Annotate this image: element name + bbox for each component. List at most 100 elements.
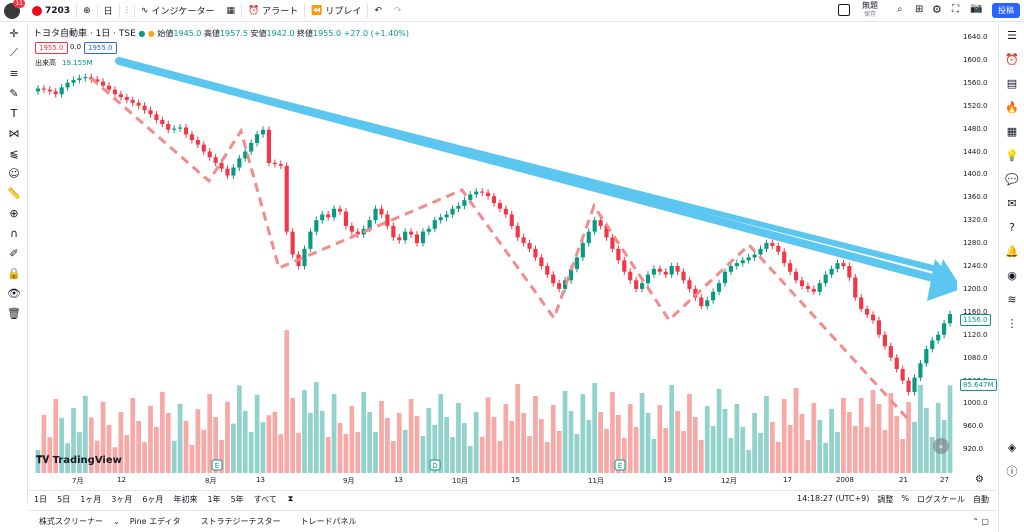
brush-icon[interactable]: ✎ — [9, 86, 19, 100]
volume-bar — [65, 443, 70, 473]
candle-body — [391, 225, 396, 238]
volume-bar — [319, 411, 325, 473]
redo-button[interactable]: ↷ — [388, 0, 408, 22]
event-marker-label: E — [618, 462, 622, 470]
post-button[interactable]: 投稿 — [992, 3, 1020, 18]
avatar[interactable]: 11 — [4, 0, 25, 19]
range-7[interactable]: 5年 — [230, 494, 244, 504]
y-tick: 1360.0 — [963, 193, 988, 202]
alerts-icon[interactable]: ⏰ — [1005, 52, 1019, 66]
notifications-icon[interactable]: 🔔 — [1005, 244, 1019, 258]
date-range-icon[interactable]: ⧗ — [287, 494, 294, 503]
chart-type-button[interactable]: ⫶ — [120, 0, 134, 22]
y-tick: 1400.0 — [963, 170, 988, 179]
range-3[interactable]: 3ヶ月 — [111, 494, 133, 504]
tab-trading-panel[interactable]: トレードパネル — [300, 517, 357, 526]
chevron-down-icon[interactable]: ⌄ — [113, 517, 120, 526]
compare-button[interactable]: ⊕ — [77, 0, 97, 22]
axis-settings-icon[interactable]: ⚙ — [975, 474, 984, 485]
gear-icon[interactable]: ⚙ — [932, 3, 942, 16]
search-icon[interactable]: ⌕ — [897, 4, 903, 15]
hotlist-icon[interactable]: 🔥 — [1005, 100, 1019, 114]
range-1[interactable]: 5日 — [57, 494, 71, 504]
tab-screener[interactable]: 株式スクリーナー — [39, 517, 103, 526]
data-window-icon[interactable]: ▤ — [1006, 76, 1018, 90]
forecast-icon[interactable]: ⫹ — [9, 146, 19, 160]
dom-icon[interactable]: ⋮ — [1006, 316, 1018, 330]
templates-button[interactable]: ▦ — [220, 0, 241, 22]
price-chart[interactable]: E D E » — [29, 23, 957, 490]
emoji-icon[interactable]: ☺ — [8, 166, 20, 180]
zoom-icon[interactable]: ⊕ — [9, 206, 19, 220]
candle-body — [278, 164, 283, 166]
percent-toggle[interactable]: % — [901, 493, 909, 503]
magnet-icon[interactable]: ∩ — [9, 226, 19, 240]
candle-body — [414, 234, 420, 244]
tab-strategy-tester[interactable]: ストラテジーテスター — [200, 517, 281, 526]
trash-icon[interactable]: 🗑 — [7, 306, 21, 320]
layout-name-button[interactable]: 無題 保存 — [862, 1, 878, 18]
messages-icon[interactable]: ✉ — [1007, 196, 1017, 210]
fib-icon[interactable]: ≡ — [9, 66, 19, 80]
lock-drawing-icon[interactable]: ✐ — [9, 246, 19, 260]
camera-icon[interactable]: 📷 — [970, 3, 983, 14]
symbol-title[interactable]: トヨタ自動車 · 1日 · TSE — [33, 29, 136, 39]
stream-icon[interactable]: ◉ — [1007, 268, 1017, 282]
range-6[interactable]: 1年 — [207, 494, 221, 504]
volume-bar — [906, 402, 911, 473]
fullscreen-icon[interactable]: ⛶ — [952, 4, 959, 15]
pattern-icon[interactable]: ⋈ — [8, 126, 20, 140]
y-tick: 1280.0 — [963, 239, 988, 248]
watchlist-icon[interactable]: ☰ — [1007, 28, 1017, 42]
candle-body — [888, 346, 893, 358]
layout-grid-icon[interactable]: ⊞ — [915, 4, 924, 15]
crosshair-icon[interactable]: ✛ — [9, 26, 19, 40]
layers-icon[interactable]: ◈ — [1007, 440, 1017, 454]
sell-button[interactable]: 1955.0 — [35, 42, 68, 54]
volume-bar — [550, 405, 556, 473]
volume-bar — [829, 409, 834, 473]
range-2[interactable]: 1ヶ月 — [80, 494, 102, 504]
volume-bar — [728, 438, 734, 473]
help-icon[interactable]: ? — [1009, 220, 1015, 234]
x-tick: 10月 — [452, 477, 468, 485]
layout-square-icon[interactable] — [838, 4, 850, 16]
replay-button[interactable]: ⏪ リプレイ — [311, 5, 362, 18]
range-8[interactable]: すべて — [253, 494, 277, 504]
undo-button[interactable]: ↶ — [368, 0, 388, 22]
y-tick: 1480.0 — [963, 124, 988, 133]
candle-body — [195, 140, 200, 145]
help-circle-icon[interactable]: ⓘ — [1006, 465, 1018, 478]
volume-bar — [521, 413, 526, 473]
collapse-icon[interactable]: ⌃ ▢ — [972, 517, 989, 526]
calendar-icon[interactable]: ▦ — [1006, 124, 1018, 138]
interval-button[interactable]: 日 — [103, 7, 113, 17]
adjust-toggle[interactable]: 調整 — [877, 494, 894, 504]
signal-icon[interactable]: ≋ — [1007, 292, 1017, 306]
range-4[interactable]: 6ヶ月 — [142, 494, 164, 504]
range-0[interactable]: 1日 — [34, 494, 48, 504]
buy-button[interactable]: 1955.0 — [84, 42, 117, 54]
chat-icon[interactable]: 💬 — [1005, 172, 1019, 186]
range-5[interactable]: 年初来 — [173, 494, 198, 504]
candle-body — [841, 263, 846, 266]
symbol-search[interactable]: 7203 — [26, 0, 76, 22]
trendline-icon[interactable]: ⟋ — [10, 46, 18, 59]
indicators-button[interactable]: ∿ インジケーター — [140, 5, 215, 18]
volume-bar — [159, 391, 165, 473]
alert-button[interactable]: ⏰ アラート — [247, 5, 299, 18]
clock-time[interactable]: 14:18:27 (UTC+9) — [797, 493, 870, 503]
volume-bar — [604, 429, 609, 473]
volume-bar — [645, 413, 651, 473]
auto-toggle[interactable]: 自動 — [973, 494, 989, 504]
tradingview-logo[interactable]: 𝐓𝐕 TradingView — [36, 455, 122, 466]
ruler-icon[interactable]: 📏 — [7, 186, 21, 200]
volume-bar — [568, 411, 574, 473]
log-toggle[interactable]: ログスケール — [917, 494, 965, 504]
replay-icon: ⏪ — [311, 5, 323, 16]
ideas-icon[interactable]: 💡 — [1005, 148, 1019, 162]
lock-icon[interactable]: 🔒 — [7, 266, 21, 280]
tab-pine-editor[interactable]: Pine エディタ — [129, 517, 181, 526]
text-icon[interactable]: T — [10, 106, 18, 120]
eye-icon[interactable]: 👁 — [7, 286, 21, 300]
